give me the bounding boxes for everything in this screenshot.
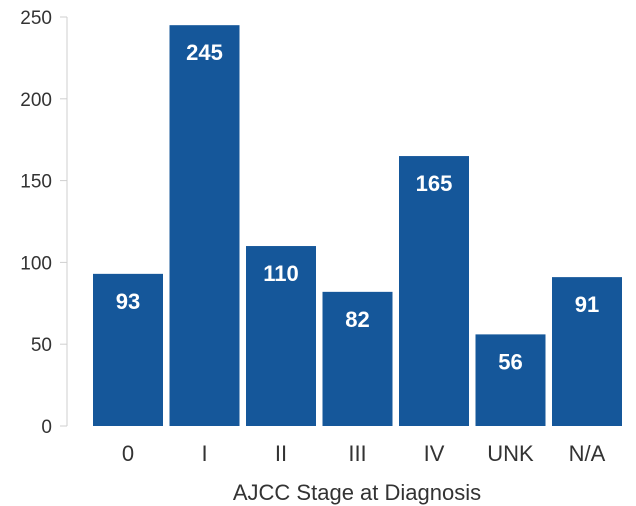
y-tick-label: 150 [20, 172, 52, 193]
x-tick-label: II [275, 441, 287, 466]
bar [552, 277, 622, 426]
y-tick-label: 100 [20, 253, 52, 274]
y-axis: 0 50 100 150 200 250 [20, 8, 68, 438]
bar-value-label: 82 [345, 307, 369, 332]
bar-value-label: 93 [116, 289, 140, 314]
bar-value-label: 110 [263, 261, 299, 286]
x-tick-label: III [348, 441, 366, 466]
x-tick-label: I [201, 441, 207, 466]
y-tick-label: 250 [20, 8, 52, 29]
x-tick-label: UNK [487, 441, 534, 466]
bar-value-label: 245 [186, 40, 223, 65]
bar [399, 156, 469, 426]
bar [169, 25, 240, 427]
x-tick-label: 0 [122, 441, 134, 466]
x-axis: 0 I II III IV UNK N/A [122, 441, 606, 466]
bar-value-label: 165 [416, 171, 453, 196]
bar [475, 334, 546, 426]
bar [322, 291, 393, 426]
bar [93, 273, 163, 426]
x-tick-label: IV [424, 441, 445, 466]
bar [246, 246, 316, 426]
x-tick-label: N/A [569, 441, 606, 466]
y-tick-label: 200 [20, 90, 52, 111]
bar-value-label: 91 [575, 292, 599, 317]
y-tick-label: 0 [41, 417, 52, 438]
bars-group: 93 245 110 82 165 56 91 [93, 25, 622, 427]
bar-value-label: 56 [498, 349, 522, 374]
y-tick-label: 50 [31, 335, 52, 356]
x-axis-title: AJCC Stage at Diagnosis [233, 480, 481, 505]
